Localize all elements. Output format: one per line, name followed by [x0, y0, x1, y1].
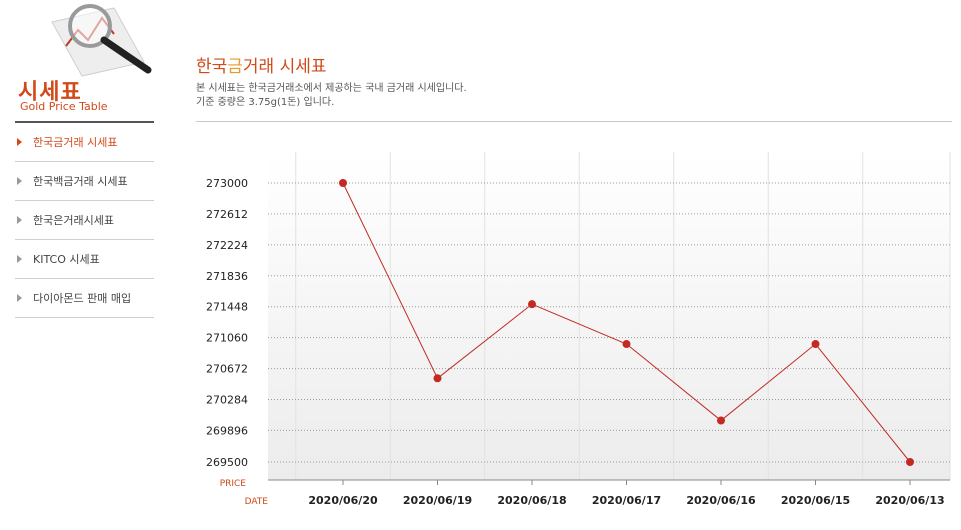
header-divider — [196, 121, 952, 122]
y-tick-label: 272224 — [206, 239, 248, 252]
page-title-highlight: 금 — [227, 57, 243, 77]
arrow-right-icon — [17, 138, 22, 146]
page-title-part: 한국 — [196, 57, 228, 77]
x-tick-label: 2020/06/19 — [403, 494, 472, 507]
sidebar-item-label: 한국금거래 시세표 — [33, 136, 118, 149]
sidebar-subtitle: Gold Price Table — [20, 100, 108, 113]
y-tick-label: 271448 — [206, 301, 248, 314]
sidebar-item-diamond[interactable]: 다이아몬드 판매 매입 — [15, 279, 154, 318]
sidebar-item-label: KITCO 시세표 — [33, 253, 100, 266]
y-tick-label: 271836 — [206, 270, 248, 283]
sidebar-item-platinum[interactable]: 한국백금거래 시세표 — [15, 162, 154, 201]
data-point[interactable] — [906, 458, 914, 466]
sidebar-item-silver[interactable]: 한국은거래시세표 — [15, 201, 154, 240]
x-tick-label: 2020/06/18 — [497, 494, 566, 507]
data-point[interactable] — [433, 374, 442, 383]
sidebar-menu: 한국금거래 시세표 한국백금거래 시세표 한국은거래시세표 KITCO 시세표 … — [15, 121, 154, 318]
description-line: 기준 중량은 3.75g(1돈) 입니다. — [196, 97, 335, 108]
y-axis-label: PRICE — [220, 479, 247, 489]
x-tick-label: 2020/06/13 — [875, 494, 944, 507]
page-title: 한국금거래 시세표 — [196, 52, 327, 77]
sidebar-item-label: 다이아몬드 판매 매입 — [33, 292, 132, 305]
sidebar-item-kitco[interactable]: KITCO 시세표 — [15, 240, 154, 279]
page-description: 본 시세표는 한국금거래소에서 제공하는 국내 금거래 시세입니다. 기준 중량… — [196, 82, 467, 110]
y-tick-label: 269500 — [206, 456, 248, 469]
y-tick-label: 271060 — [206, 332, 248, 345]
data-point[interactable] — [528, 300, 536, 309]
sidebar-item-label: 한국은거래시세표 — [33, 214, 114, 227]
y-tick-label: 270672 — [206, 363, 248, 376]
sidebar-item-label: 한국백금거래 시세표 — [33, 175, 128, 188]
data-point[interactable] — [339, 179, 347, 187]
plot-background — [268, 152, 950, 480]
x-axis-label: DATE — [245, 497, 269, 507]
arrow-right-icon — [17, 177, 22, 185]
y-tick-label: 272612 — [206, 208, 248, 221]
y-tick-label: 273000 — [206, 177, 248, 190]
description-line: 본 시세표는 한국금거래소에서 제공하는 국내 금거래 시세입니다. — [196, 83, 467, 94]
sidebar-item-gold[interactable]: 한국금거래 시세표 — [15, 123, 154, 162]
y-tick-label: 269896 — [206, 424, 248, 437]
arrow-right-icon — [17, 294, 22, 302]
data-point[interactable] — [811, 340, 820, 349]
sidebar-title: 시세표 — [18, 80, 82, 105]
magnifier-chart-logo — [51, 4, 152, 77]
page-title-part: 거래 시세표 — [242, 57, 327, 77]
y-tick-label: 270284 — [206, 394, 248, 407]
data-point[interactable] — [622, 340, 631, 349]
x-tick-label: 2020/06/15 — [781, 494, 850, 507]
x-tick-label: 2020/06/17 — [592, 494, 661, 507]
data-point[interactable] — [717, 416, 725, 425]
x-tick-label: 2020/06/20 — [308, 494, 378, 507]
arrow-right-icon — [17, 255, 22, 263]
x-tick-label: 2020/06/16 — [686, 494, 756, 507]
arrow-right-icon — [17, 216, 22, 224]
